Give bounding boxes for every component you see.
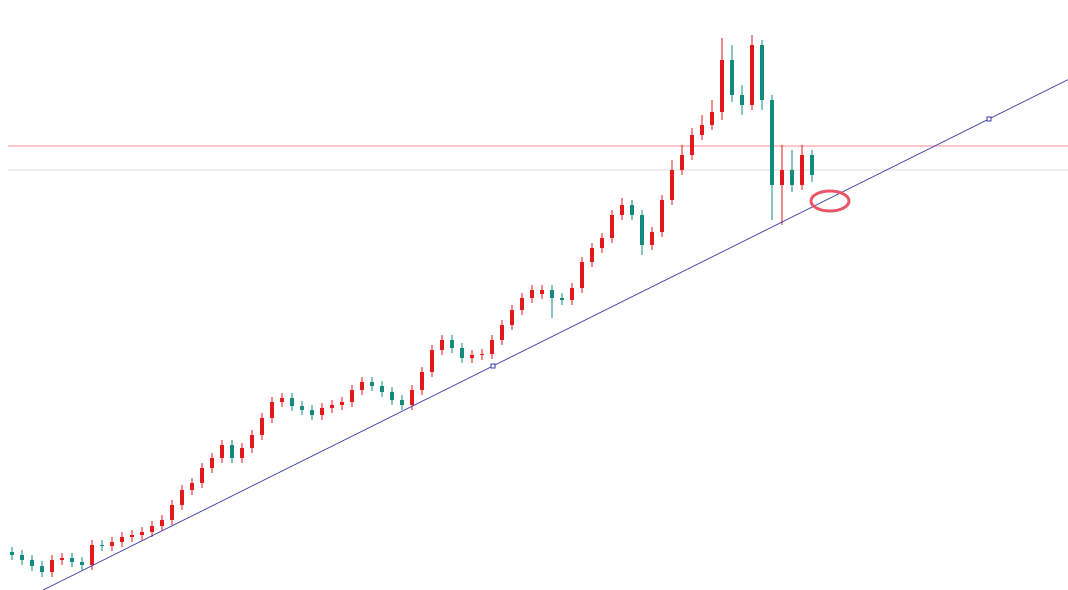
candle-body: [570, 288, 574, 300]
candle-body: [210, 458, 214, 468]
candle-body: [470, 355, 474, 358]
candle-body: [760, 45, 764, 100]
candle-body: [770, 100, 774, 185]
candle-body: [200, 468, 204, 483]
candle-body: [800, 155, 804, 185]
candle-body: [110, 542, 114, 546]
candle-body: [700, 125, 704, 135]
candle-body: [130, 535, 134, 537]
candle-body: [780, 170, 784, 185]
candle-body: [720, 60, 724, 112]
candle-body: [590, 248, 594, 262]
candle-body: [500, 325, 504, 340]
candle-body: [660, 200, 664, 232]
candle-body: [40, 566, 44, 572]
candle-body: [610, 215, 614, 238]
candle-body: [740, 95, 744, 105]
candle-body: [160, 520, 164, 526]
candle-body: [250, 435, 254, 448]
candle-body: [520, 298, 524, 310]
candle-body: [640, 215, 644, 245]
candle-body: [420, 372, 424, 390]
candle-body: [320, 408, 324, 415]
candle-body: [80, 562, 84, 565]
candle-body: [750, 45, 754, 105]
candle-body: [90, 545, 94, 565]
candle-body: [390, 392, 394, 400]
candle-body: [10, 552, 14, 555]
candle-body: [340, 402, 344, 405]
highlight-marker: [809, 189, 851, 213]
candle-body: [60, 558, 64, 560]
candle-body: [410, 390, 414, 405]
candle-body: [450, 340, 454, 348]
candle-body: [70, 558, 74, 562]
trendline-handle: [986, 116, 992, 122]
candle-body: [670, 170, 674, 200]
candle-body: [430, 350, 434, 372]
candle-body: [650, 232, 654, 245]
candle-body: [380, 386, 384, 392]
candle-body: [100, 545, 104, 546]
candle-body: [310, 410, 314, 415]
candle-body: [140, 532, 144, 535]
candle-body: [730, 60, 734, 95]
candle-body: [170, 505, 174, 520]
candle-body: [440, 340, 444, 350]
candle-body: [630, 205, 634, 215]
candle-body: [150, 526, 154, 532]
candle-body: [490, 340, 494, 354]
candle-body: [550, 290, 554, 298]
trendline-handle: [490, 363, 496, 369]
candle-body: [360, 382, 364, 390]
candle-body: [540, 290, 544, 294]
candle-body: [190, 483, 194, 490]
candle-body: [480, 354, 484, 355]
candle-body: [330, 405, 334, 408]
candle-body: [710, 112, 714, 125]
candle-body: [810, 155, 814, 175]
candle-body: [30, 560, 34, 566]
candle-body: [230, 445, 234, 458]
candle-body: [240, 448, 244, 458]
candle-body: [560, 298, 564, 300]
candle-body: [620, 205, 624, 215]
candle-body: [790, 170, 794, 185]
candle-body: [290, 398, 294, 406]
candle-body: [680, 155, 684, 170]
candle-body: [400, 400, 404, 405]
candle-body: [460, 348, 464, 358]
candle-body: [510, 310, 514, 325]
candle-body: [600, 238, 604, 248]
candle-body: [270, 402, 274, 418]
candle-body: [50, 560, 54, 572]
candle-body: [20, 555, 24, 560]
candle-body: [220, 445, 224, 458]
trendline: [42, 79, 1068, 590]
candle-body: [280, 398, 284, 402]
candle-body: [120, 537, 124, 542]
candle-body: [350, 390, 354, 402]
candle-body: [690, 135, 694, 155]
candle-body: [580, 262, 584, 288]
candle-body: [370, 382, 374, 386]
candle-body: [530, 290, 534, 298]
candle-body: [260, 418, 264, 435]
candle-body: [180, 490, 184, 505]
candle-body: [300, 406, 304, 410]
